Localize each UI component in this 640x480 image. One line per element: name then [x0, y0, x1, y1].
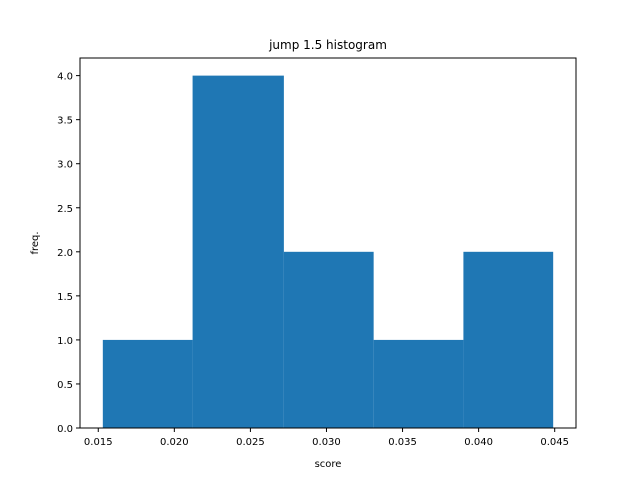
histogram-bar [192, 75, 284, 428]
x-axis-ticks: 0.015 0.020 0.025 0.030 0.035 0.040 0.045 [84, 428, 569, 448]
histogram-bar [463, 251, 554, 428]
y-tick-label: 0.0 [57, 424, 73, 435]
histogram-bar [102, 339, 193, 428]
plot-frame [79, 57, 577, 429]
y-tick-label: 1.5 [57, 292, 73, 303]
x-tick-label: 0.035 [388, 437, 417, 448]
x-axis-label: score [315, 459, 342, 470]
y-tick-label: 2.0 [57, 248, 73, 259]
x-tick-label: 0.045 [540, 437, 569, 448]
y-tick-label: 4.0 [57, 72, 73, 83]
x-tick-label: 0.040 [464, 437, 493, 448]
x-tick-label: 0.015 [84, 437, 113, 448]
histogram-bar [283, 251, 374, 428]
x-tick-label: 0.020 [160, 437, 189, 448]
y-tick-label: 3.5 [57, 116, 73, 127]
y-tick-label: 1.0 [57, 336, 73, 347]
y-tick-label: 3.0 [57, 160, 73, 171]
y-axis-label: freq. [30, 231, 41, 254]
histogram-bar [373, 339, 464, 428]
bars-group [102, 75, 554, 428]
y-tick-label: 0.5 [57, 380, 73, 391]
chart-title: jump 1.5 histogram [268, 38, 387, 52]
y-tick-label: 2.5 [57, 204, 73, 215]
x-tick-label: 0.025 [236, 437, 265, 448]
x-tick-label: 0.030 [312, 437, 341, 448]
y-axis-ticks: 0.0 0.5 1.0 1.5 2.0 2.5 3.0 3.5 4.0 [57, 72, 80, 435]
